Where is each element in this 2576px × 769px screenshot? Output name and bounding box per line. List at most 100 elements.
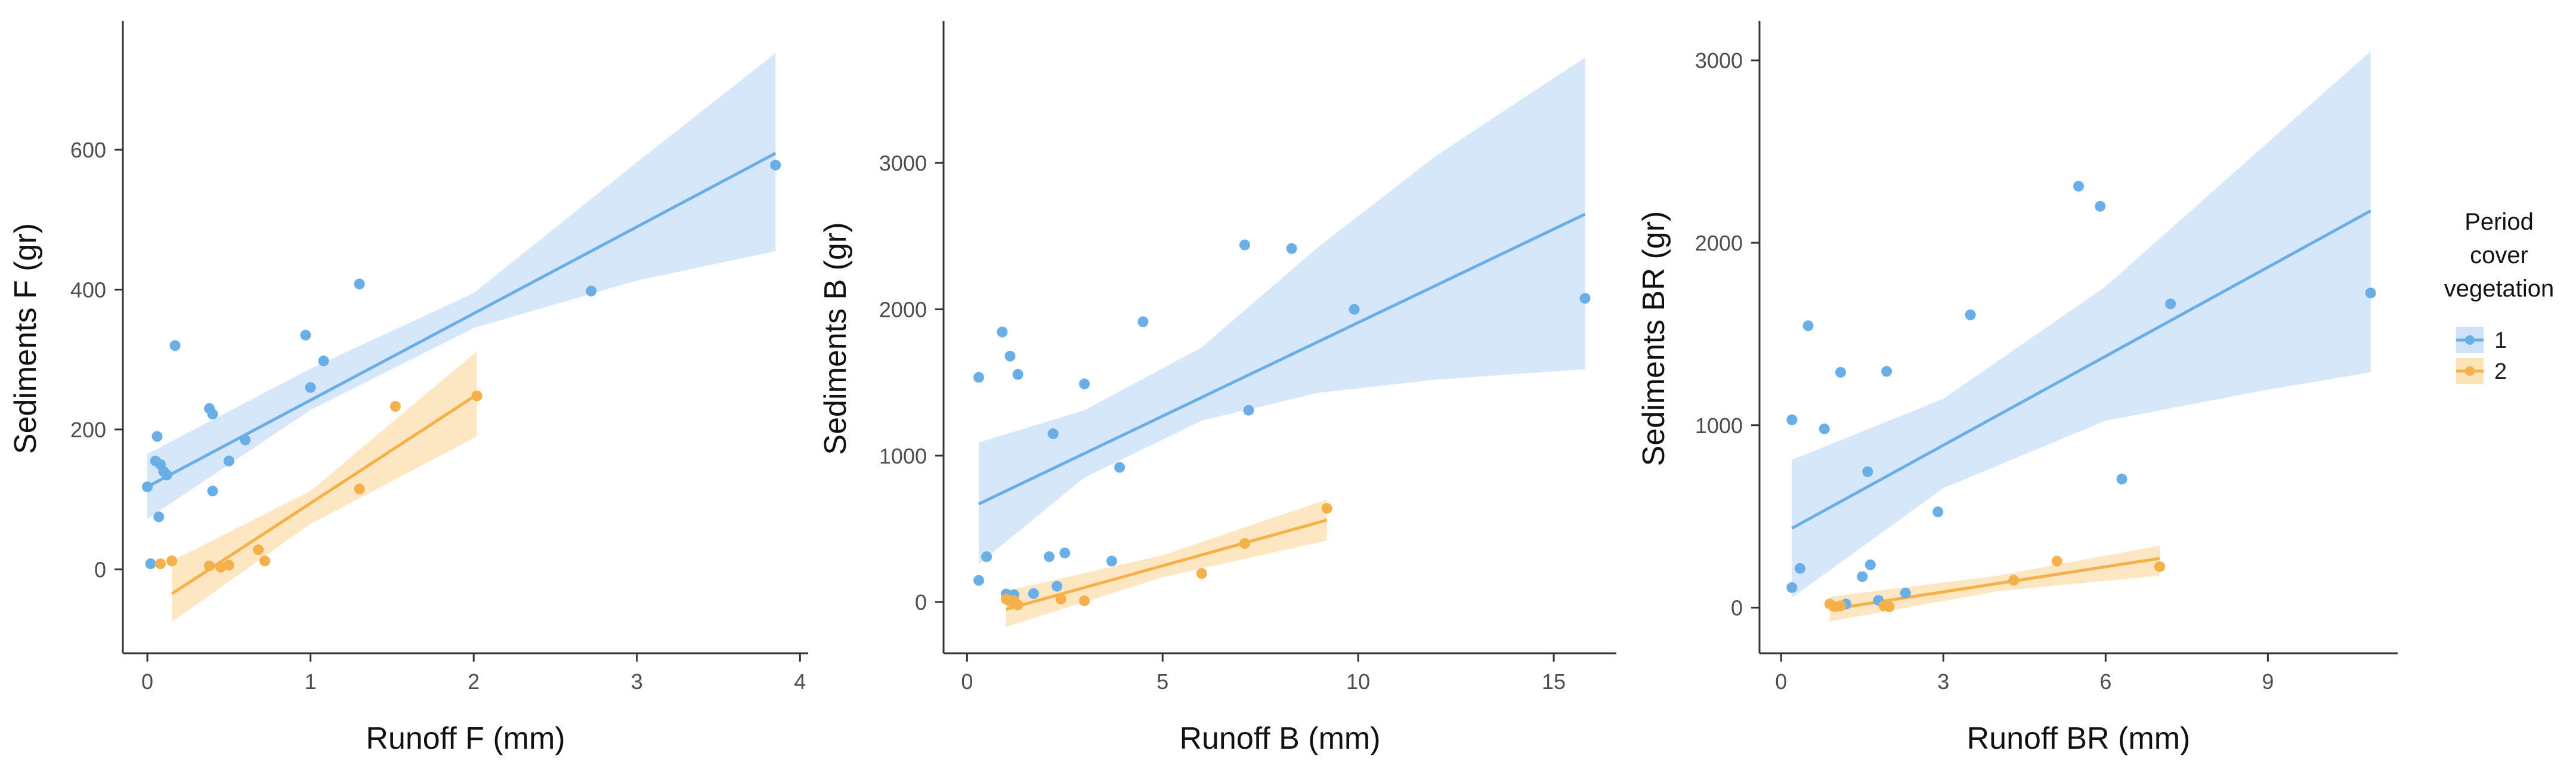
data-point-series-1-7: [1012, 369, 1023, 380]
legend: Period cover vegetation 1 2: [2444, 209, 2555, 384]
x-tick-label: 10: [1346, 669, 1370, 694]
data-point-series-1-0: [973, 372, 985, 383]
data-point-series-1-16: [1137, 316, 1149, 328]
data-point-series-1-11: [1881, 366, 1892, 377]
x-tick-label: 4: [794, 669, 806, 694]
data-point-series-1-5: [1004, 350, 1016, 362]
data-point-series-1-21: [1579, 293, 1591, 304]
data-point-series-2-2: [203, 560, 215, 572]
data-point-series-1-14: [300, 329, 311, 341]
confidence-band-series-1: [1792, 51, 2371, 598]
y-tick-label: 2000: [879, 297, 927, 322]
data-point-series-2-3: [1012, 600, 1023, 611]
panel-3: 0 3 6 9 0 1000 2000 3000 Runoff BR (mm) Sediments…: [1637, 21, 2398, 756]
data-point-series-2-8: [389, 401, 401, 412]
data-point-series-1-12: [1900, 588, 1911, 599]
data-point-series-2-6: [259, 555, 271, 567]
data-point-series-1-13: [1079, 378, 1090, 390]
data-point-series-1-10: [207, 409, 218, 420]
legend-entry-label: 2: [2494, 359, 2507, 384]
data-point-series-1-1: [973, 575, 985, 586]
data-point-series-1-9: [1864, 559, 1876, 570]
legend-key-point: [2465, 335, 2475, 345]
data-point-series-2-1: [166, 555, 178, 567]
y-tick-label: 400: [70, 277, 106, 302]
data-point-series-2-5: [1079, 595, 1090, 607]
x-tick-label: 15: [1542, 669, 1566, 694]
y-tick-label: 3000: [879, 151, 927, 175]
panel-1: 0 1 2 3 4 0 200 400 600 Runoff F (mm) Sediments F …: [8, 21, 808, 756]
data-point-series-1-15: [1114, 462, 1125, 473]
data-point-series-1-17: [2116, 473, 2127, 484]
x-tick-label: 5: [1156, 669, 1168, 694]
data-point-series-2-5: [253, 544, 264, 555]
data-point-series-1-11: [207, 486, 218, 497]
data-point-series-2-9: [471, 390, 483, 402]
x-tick-label: 0: [1775, 669, 1787, 694]
y-tick-label: 2000: [1695, 231, 1743, 255]
legend-title-line: Period: [2464, 209, 2534, 235]
data-point-series-2-7: [2154, 561, 2166, 572]
x-tick-label: 0: [141, 669, 153, 694]
fit-line-series-2: [1006, 518, 1328, 611]
y-tick-label: 1000: [879, 444, 927, 468]
data-point-series-1-4: [153, 511, 165, 523]
x-axis-title: Runoff BR (mm): [1967, 721, 2191, 756]
data-point-series-1-7: [1857, 571, 1868, 582]
data-point-series-1-18: [1243, 404, 1254, 416]
data-point-series-1-2: [1795, 563, 1806, 574]
data-point-series-1-8: [1862, 466, 1873, 477]
data-point-series-1-3: [997, 326, 1008, 338]
data-point-series-1-2: [981, 551, 992, 563]
y-tick-label: 0: [915, 590, 927, 614]
confidence-band-series-2: [172, 351, 477, 622]
data-point-series-1-8: [1028, 588, 1039, 599]
y-axis-title: Sediments BR (gr): [1637, 211, 1671, 467]
y-axis-title: Sediments F (gr): [8, 223, 43, 454]
data-point-series-2-2: [1835, 600, 1847, 612]
fit-line-series-1: [146, 152, 777, 489]
data-point-series-1-18: [586, 285, 597, 297]
y-tick-label: 0: [1731, 596, 1743, 620]
data-point-series-2-4: [1884, 601, 1895, 613]
data-point-series-1-8: [169, 340, 181, 351]
data-point-series-1-18: [2165, 298, 2176, 310]
data-point-series-1-19: [2365, 288, 2376, 299]
legend-title-line: vegetation: [2444, 276, 2555, 302]
x-tick-label: 2: [468, 669, 480, 694]
fit-line-series-2: [171, 393, 478, 595]
data-point-series-1-12: [223, 455, 234, 467]
data-point-series-2-7: [354, 483, 365, 495]
data-point-series-1-13: [240, 434, 251, 446]
data-point-series-1-17: [1239, 239, 1250, 251]
x-tick-label: 1: [305, 669, 317, 694]
y-axis-title: Sediments B (gr): [818, 222, 853, 455]
confidence-band-series-1: [979, 57, 1585, 564]
data-point-series-1-4: [1819, 423, 1830, 434]
data-point-series-2-5: [2008, 575, 2020, 586]
y-tick-label: 1000: [1695, 413, 1743, 438]
x-tick-label: 0: [961, 669, 973, 694]
data-point-series-1-0: [1786, 414, 1798, 425]
data-point-series-1-10: [1047, 428, 1059, 439]
data-point-series-1-7: [161, 470, 172, 481]
panel-2: 0 5 10 15 0 1000 2000 3000 Runoff B (mm) Sediment…: [818, 21, 1616, 756]
data-point-series-1-16: [2095, 200, 2106, 212]
y-tick-label: 200: [70, 418, 106, 442]
x-tick-label: 3: [631, 669, 643, 694]
legend-entry-label: 1: [2494, 328, 2507, 353]
data-point-series-1-3: [151, 431, 163, 442]
data-point-series-1-19: [770, 159, 781, 171]
fit-line-series-1: [1791, 209, 2371, 530]
x-axis-title: Runoff B (mm): [1179, 721, 1380, 756]
data-point-series-1-17: [354, 279, 365, 290]
fit-line-series-1: [978, 212, 1586, 505]
data-point-series-2-4: [223, 560, 234, 571]
data-point-series-1-5: [1835, 367, 1847, 378]
x-tick-label: 3: [1937, 669, 1949, 694]
x-tick-label: 9: [2262, 669, 2274, 694]
data-point-series-1-13: [1932, 507, 1944, 518]
data-point-series-1-15: [2073, 181, 2084, 192]
data-point-series-2-6: [2051, 555, 2062, 567]
